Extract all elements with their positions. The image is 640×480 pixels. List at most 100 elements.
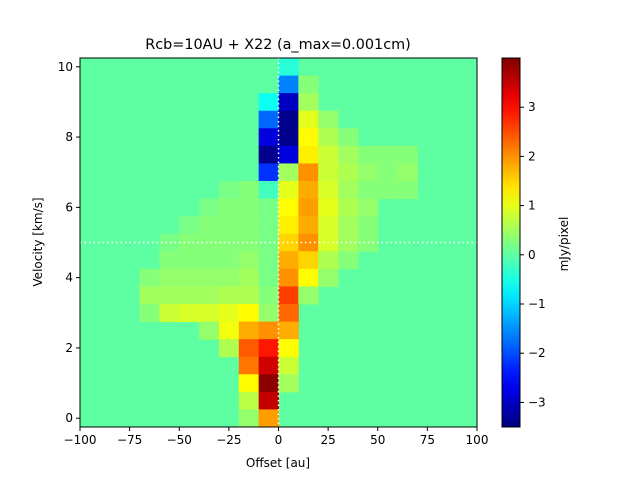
colorbar-tick-label: −1 [528,297,546,311]
heatmap-cell [199,268,220,287]
heatmap-cell [258,145,279,164]
heatmap-cell [199,321,220,340]
heatmap-cell [238,321,260,340]
heatmap-cell [218,286,240,305]
heatmap-cell [218,339,240,358]
heatmap-cell [357,198,379,217]
heatmap-cell [179,268,200,287]
heatmap-cell [218,181,240,200]
heatmap-cell [238,374,260,393]
heatmap-cell [179,216,200,235]
heatmap-cell [258,93,279,112]
heatmap-cell [278,321,299,340]
heatmap-cell [238,216,260,235]
heatmap-cell [218,268,240,287]
heatmap-cell [258,181,279,200]
heatmap-cell [298,268,319,287]
heatmap-cell [298,286,319,305]
heatmap-cell [338,216,359,235]
x-tick-label: −75 [117,433,142,447]
heatmap-cell [218,304,240,323]
heatmap-cell [298,110,319,129]
heatmap-cell [377,145,399,164]
heatmap-cell [318,181,339,200]
heatmap-cell [258,391,279,410]
reference-lines [80,58,477,427]
heatmap-cell [258,251,279,270]
heatmap-cell [218,251,240,270]
heatmap-cell [278,93,299,112]
heatmap-cell [258,409,279,428]
heatmap-cell [258,110,279,129]
heatmap-cell [357,181,379,200]
heatmap-cell [258,198,279,217]
heatmap-cell [397,145,418,164]
x-tick-label: −50 [167,433,192,447]
colorbar [501,57,521,428]
heatmap-cell [218,198,240,217]
x-tick-label: 25 [320,433,335,447]
colorbar-tick-label: −2 [528,346,546,360]
heatmap-cell [199,304,220,323]
colorbar-tick-label: 1 [528,199,536,213]
heatmap-cell [397,163,418,182]
heatmap-cell [199,216,220,235]
heatmap-cell [179,251,200,270]
heatmap-cell [318,163,339,182]
heatmap-cell [238,198,260,217]
heatmap-cell [278,374,299,393]
heatmap-cell [199,233,220,252]
colorbar-tick-label: 2 [528,149,536,163]
heatmap-cell [357,145,379,164]
heatmap-cell [278,75,299,94]
heatmap-cell [159,233,180,252]
heatmap-cell [357,216,379,235]
heatmap-cell [258,356,279,375]
colorbar-tick-label: 3 [528,100,536,114]
chart-title: Rcb=10AU + X22 (a_max=0.001cm) [145,37,411,53]
heatmap-cell [318,268,339,287]
heatmap-cell [298,93,319,112]
colorbar-tick-label: 0 [528,248,536,262]
x-tick-label: 75 [420,433,435,447]
x-axis-label: Offset [au] [246,456,310,470]
heatmap-cell [238,304,260,323]
y-axis-ticks: 0 2 4 6 8 10 [58,60,80,425]
heatmap-cell [139,268,160,287]
heatmap-cell [179,304,200,323]
y-tick-label: 0 [65,411,73,425]
x-tick-label: 50 [370,433,385,447]
x-tick-label: −25 [216,433,241,447]
heatmap-cell [278,251,299,270]
colorbar-ticks: −3 −2 −1 0 1 2 3 [520,100,546,409]
heatmap-cell [318,251,339,270]
y-tick-label: 2 [65,341,73,355]
heatmap-cell [159,286,180,305]
heatmap-cell [298,145,319,164]
heatmap-cell [377,163,399,182]
heatmap-cell [318,216,339,235]
heatmap-cell [258,304,279,323]
colorbar-label: mJy/pixel [557,217,571,272]
heatmap-cell [278,268,299,287]
heatmap-cell [278,110,299,129]
x-tick-label: 0 [275,433,283,447]
heatmap-cell [238,286,260,305]
heatmap-cell [278,356,299,375]
x-tick-label: −100 [64,433,97,447]
heatmap-cell [357,163,379,182]
heatmap-cell [159,251,180,270]
y-tick-label: 10 [58,60,73,74]
heatmap-cell [338,145,359,164]
heatmap-cell [278,216,299,235]
y-axis-label: Velocity [km/s] [31,197,45,286]
heatmap-cell [258,286,279,305]
y-tick-label: 6 [65,200,73,214]
heatmap-cell [338,163,359,182]
heatmap-cell [258,128,279,147]
heatmap-cell [139,286,160,305]
heatmap-cell [238,339,260,358]
x-tick-label: 100 [466,433,489,447]
heatmap-cell [199,286,220,305]
y-tick-label: 8 [65,130,73,144]
